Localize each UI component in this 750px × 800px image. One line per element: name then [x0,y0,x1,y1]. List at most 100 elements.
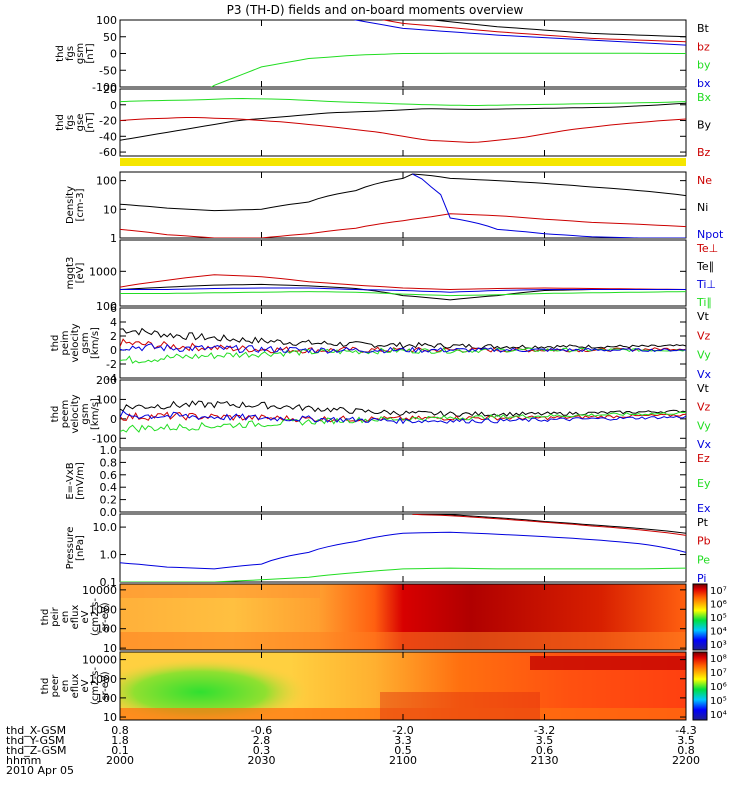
y-tick-label: 2 [110,330,117,343]
y-axis-label: (cm2-s- [90,667,101,705]
series-line [120,287,686,293]
y-axis-label: gse [75,114,86,132]
y-tick-label: 10 [103,203,117,216]
x-row-value: 2.8 [253,734,271,747]
y-tick-label: 0 [110,48,117,61]
x-row-value: -3.2 [534,724,555,737]
y-axis-label: thd [50,406,61,423]
legend-label: Npot [697,228,724,241]
y-tick-label: 0.2 [100,494,118,507]
x-row-label: thd_X-GSM [6,724,66,737]
x-row-value: 0.3 [253,744,271,757]
colorbar [692,651,708,721]
colorbar-label: 10⁶ [710,600,727,611]
x-row-value: 2200 [672,754,700,767]
series-line [120,291,686,297]
y-axis-label: eV [80,679,91,692]
x-row-value: -0.6 [251,724,272,737]
x-row-label: 2010 Apr 05 [6,764,74,777]
y-tick-label: 0 [110,413,117,426]
y-tick-label: 1000 [89,673,117,686]
y-axis-label: thd [50,335,61,352]
panel-ion_spectrogram: 10⁷ 10⁶ 10⁵ 10⁴ 10³ 10000 1000 100 10 thd peir en ef… [40,583,727,655]
y-axis-label: mgqt3 [65,257,76,290]
colorbar-label: 10⁵ [710,696,727,707]
y-tick-label: 0.6 [100,469,118,482]
series-line [120,97,686,106]
legend-label: Vx [697,368,712,381]
y-axis-label: peir [50,606,61,626]
legend-label: bz [697,40,710,53]
series-line [353,20,686,46]
series-line [120,274,686,291]
legend-label: Pb [697,535,711,548]
y-tick-label: 0 [110,99,117,112]
x-row-value: 2030 [248,754,276,767]
colorbar-label: 10³ [710,640,727,651]
y-tick-label: 20 [103,83,117,96]
y-tick-label: 100 [96,623,117,636]
y-axis-label: fgs [65,46,76,61]
y-axis-label: peem [60,400,71,428]
legend-label: by [697,59,711,72]
y-tick-label: -100 [92,81,117,94]
y-tick-label: -2 [106,358,117,371]
y-tick-label: -4 [106,372,117,385]
legend-label: Vz [697,401,711,414]
y-axis-label: [km/s] [90,398,101,430]
y-axis-label: thd [55,114,66,131]
legend-label: Vz [697,329,711,342]
legend-label: Ni [697,201,708,214]
y-tick-label: -60 [99,146,117,159]
x-row-value: 3.5 [677,734,695,747]
panel-fgs_gsm: 100 50 0 -50 -100 thd fgs gsm [nT] Bt bz by bx [55,14,711,94]
series-line [412,514,686,536]
panel-efield: 1.00.80.60.40.20.0 E=-VxB [mV/m] Ez Ey Ex [65,444,711,519]
y-tick-label: -20 [99,115,117,128]
y-axis-label: [cm-3] [75,188,86,221]
colorbar-label: 10⁷ [710,586,727,597]
y-tick-label: 10 [103,711,117,724]
y-tick-label: 1000 [89,265,117,278]
y-tick-label: 100 [96,300,117,313]
x-row-label: thd_Z-GSM [6,744,66,757]
legend-label: Pt [697,516,709,529]
series-line [120,102,686,141]
x-row-value: 3.5 [536,734,554,747]
y-axis-label: (cm2-s- [90,598,101,636]
y-tick-label: 1.0 [100,549,118,562]
panel-frame [119,307,687,379]
legend-label: Bx [697,91,712,104]
series-line [120,400,686,417]
colorbar-label: 10⁴ [710,627,727,638]
y-axis-label: velocity [70,323,81,362]
legend-label: Ez [697,452,710,465]
spectrogram-image [120,584,686,650]
series-line [120,343,686,354]
y-tick-label: 4 [110,316,117,329]
y-tick-label: 100 [96,175,117,188]
y-axis-label: eV [80,610,91,623]
y-tick-label: 0 [110,344,117,357]
legend-label: Ti∥ [696,296,712,309]
y-axis-label: en [60,680,71,693]
legend-label: Bz [697,146,711,159]
legend-label: Vy [697,419,711,432]
series-line [120,327,686,350]
y-tick-label: 100 [96,393,117,406]
y-axis-label: Density [65,186,76,224]
spectrogram-image [120,652,686,720]
legend-label: Ey [697,477,711,490]
legend-label: Bt [697,22,710,35]
y-axis-label: [nT] [85,112,96,132]
y-tick-label: 50 [103,31,117,44]
x-row-value: 2000 [106,754,134,767]
series-line [412,173,686,238]
panel-frame [119,171,687,239]
legend-label: Vt [697,310,710,323]
y-axis-label: velocity [70,394,81,433]
y-axis-label: [km/s] [90,327,101,359]
y-axis-label: [nT] [85,43,96,63]
y-axis-label: gsm [75,43,86,64]
quality-flag-bar [120,158,686,166]
